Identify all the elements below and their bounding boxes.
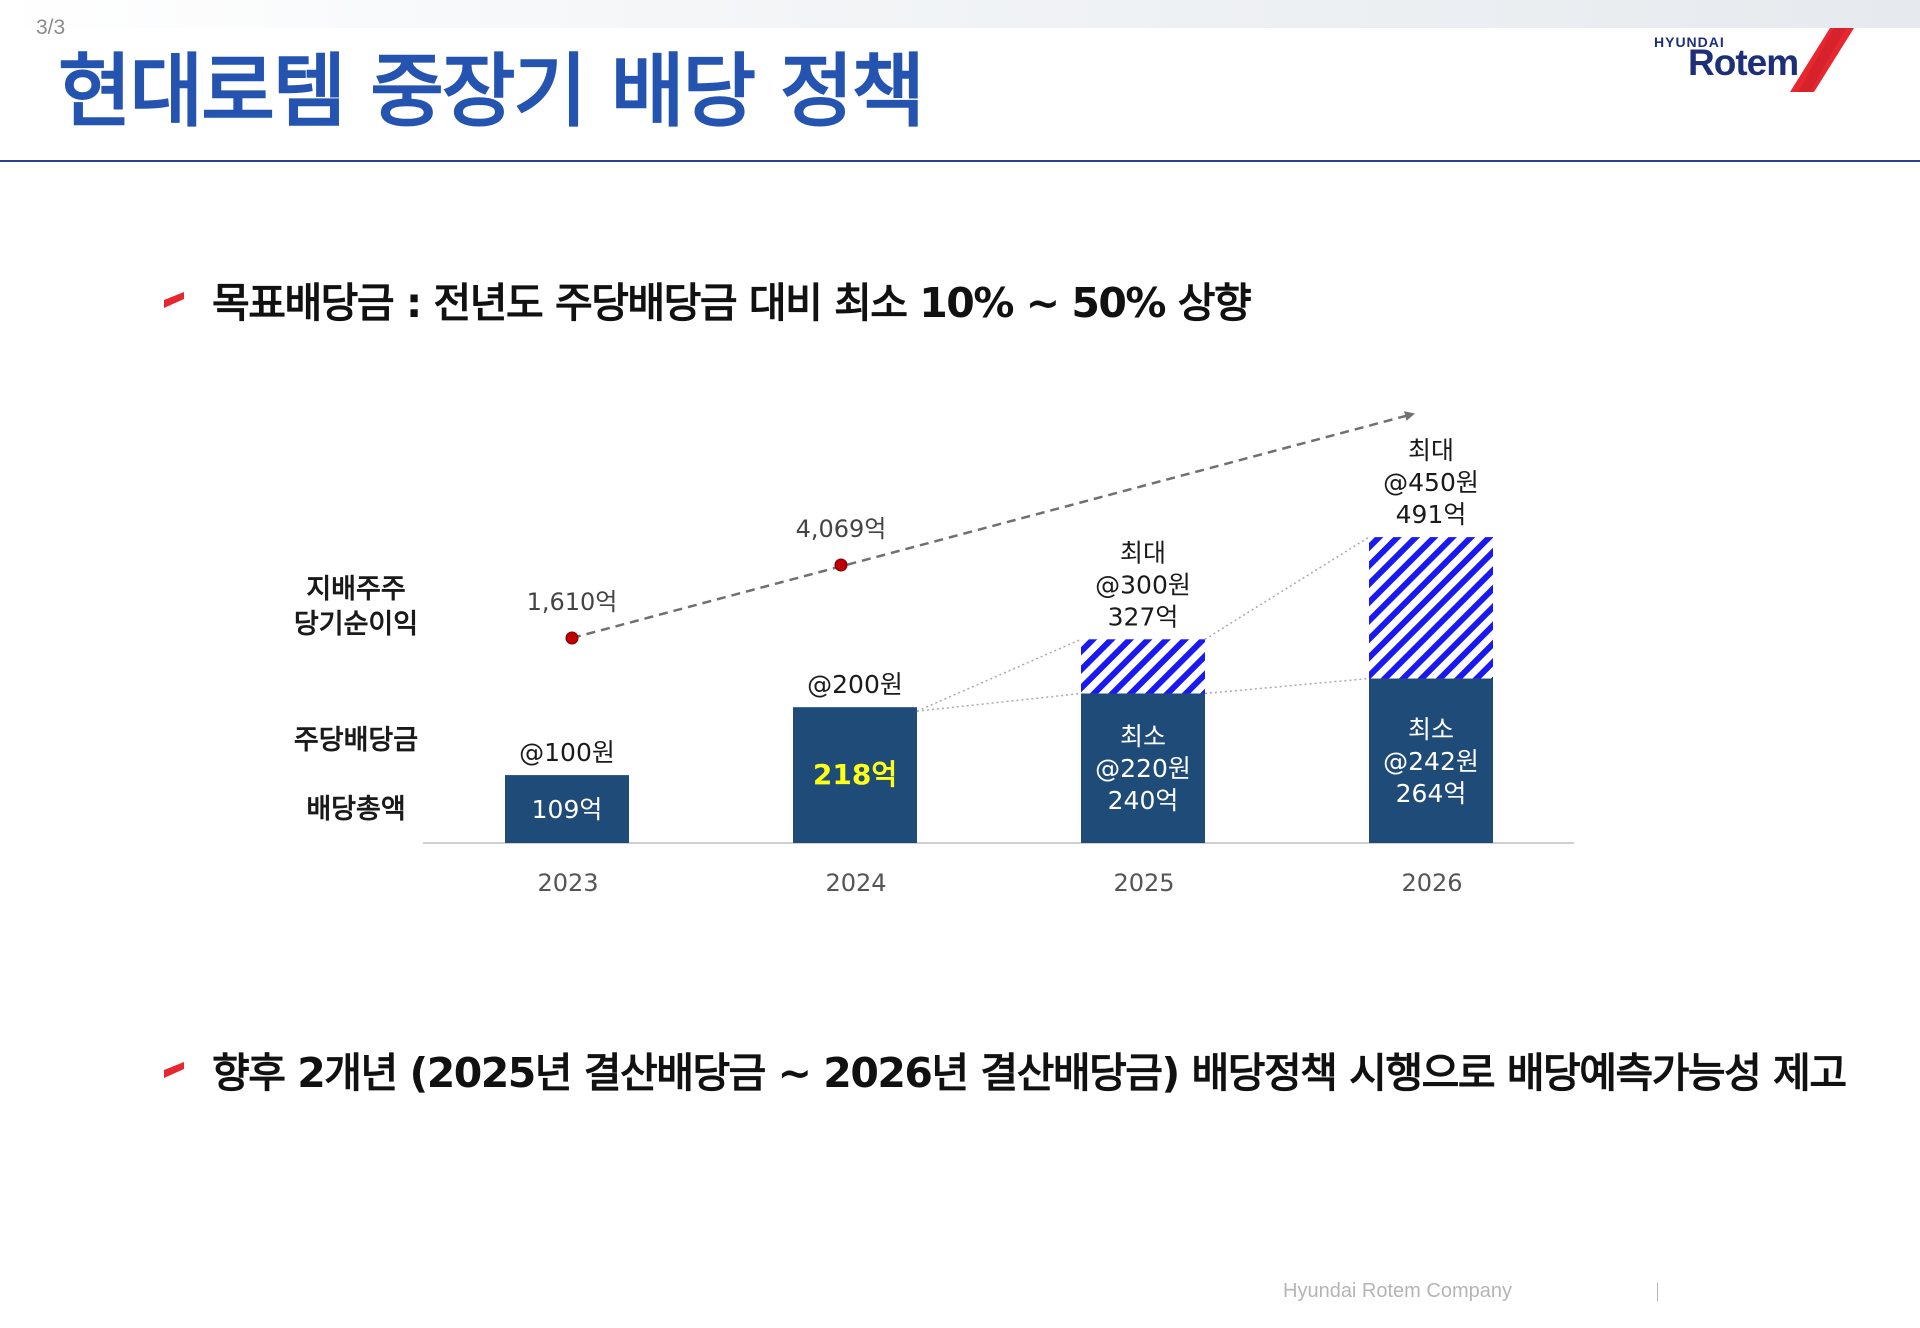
bar-top-label: @200원	[807, 670, 903, 699]
connector-line	[916, 638, 1082, 712]
bullet-predictability: 향후 2개년 (2025년 결산배당금 ~ 2026년 결산배당금) 배당정책 …	[162, 1053, 1847, 1094]
bar-top-label: 최대	[1408, 436, 1454, 465]
row-label-total: 배당총액	[306, 794, 406, 825]
bullet-target-dividend: 목표배당금 : 전년도 주당배당금 대비 최소 10% ~ 50% 상향	[162, 283, 1252, 324]
footer-company: Hyundai Rotem Company	[1283, 1280, 1512, 1302]
x-tick-label: 2025	[1113, 869, 1174, 897]
row-label-net-income: 지배주주 당기순이익	[246, 572, 466, 642]
bar-value-label: 240억	[1108, 786, 1179, 815]
logo-brand-small: HYUNDAI	[1654, 34, 1725, 50]
x-tick-label: 2024	[825, 869, 886, 897]
bar-top-label: @450원	[1383, 468, 1479, 497]
bar-top-label: @100원	[519, 738, 615, 767]
bar-value-label: 218억	[813, 758, 897, 791]
bar-value-label: 최소	[1408, 715, 1454, 744]
bar-top-label: 491억	[1396, 500, 1467, 529]
bar-top-label: 327억	[1108, 602, 1179, 631]
bar-value-label: 109억	[532, 795, 603, 824]
bullet-flag-icon	[164, 292, 184, 308]
logo-slash-icon	[1790, 28, 1854, 92]
bar-value-label: @242원	[1383, 747, 1479, 776]
net-income-label: 1,610억	[527, 588, 618, 616]
connector-line	[1204, 677, 1370, 695]
net-income-point	[834, 558, 848, 572]
top-band	[0, 0, 1920, 28]
bar-min-2023	[505, 775, 629, 843]
bar-min-2025	[1081, 693, 1205, 843]
row-label-line: 당기순이익	[293, 609, 419, 640]
bar-value-label: @220원	[1095, 754, 1191, 783]
connector-line	[1204, 536, 1370, 640]
bullet-text: 목표배당금 : 전년도 주당배당금 대비 최소 10% ~ 50% 상향	[212, 279, 1252, 327]
bullet-flag-icon	[164, 1062, 184, 1078]
bar-value-label: 최소	[1120, 722, 1166, 751]
bar-min-2026	[1369, 678, 1493, 843]
page-title: 현대로템 중장기 배당 정책	[58, 45, 925, 138]
bar-max-extra-2025	[1081, 639, 1205, 694]
hyundai-rotem-logo: HYUNDAI Rotem	[1650, 26, 1855, 96]
row-label-line: 지배주주	[306, 574, 406, 605]
logo-brand-big: Rotem	[1688, 42, 1799, 83]
bar-top-label: @300원	[1095, 570, 1191, 599]
net-income-trend-line	[571, 411, 1415, 640]
footer-divider	[1657, 1283, 1658, 1301]
x-tick-label: 2023	[537, 869, 598, 897]
bullet-text: 향후 2개년 (2025년 결산배당금 ~ 2026년 결산배당금) 배당정책 …	[212, 1049, 1847, 1097]
bar-min-2024	[793, 707, 917, 843]
page-number: 3/3	[36, 16, 66, 39]
net-income-point	[565, 631, 579, 645]
net-income-label: 4,069억	[796, 515, 887, 543]
bar-max-extra-2026	[1369, 537, 1493, 679]
title-divider	[0, 160, 1920, 162]
bar-value-label: 264억	[1396, 779, 1467, 808]
connector-line	[916, 692, 1082, 712]
row-label-dps: 주당배당금	[293, 725, 419, 756]
x-tick-label: 2026	[1401, 869, 1462, 897]
bar-top-label: 최대	[1120, 538, 1166, 567]
